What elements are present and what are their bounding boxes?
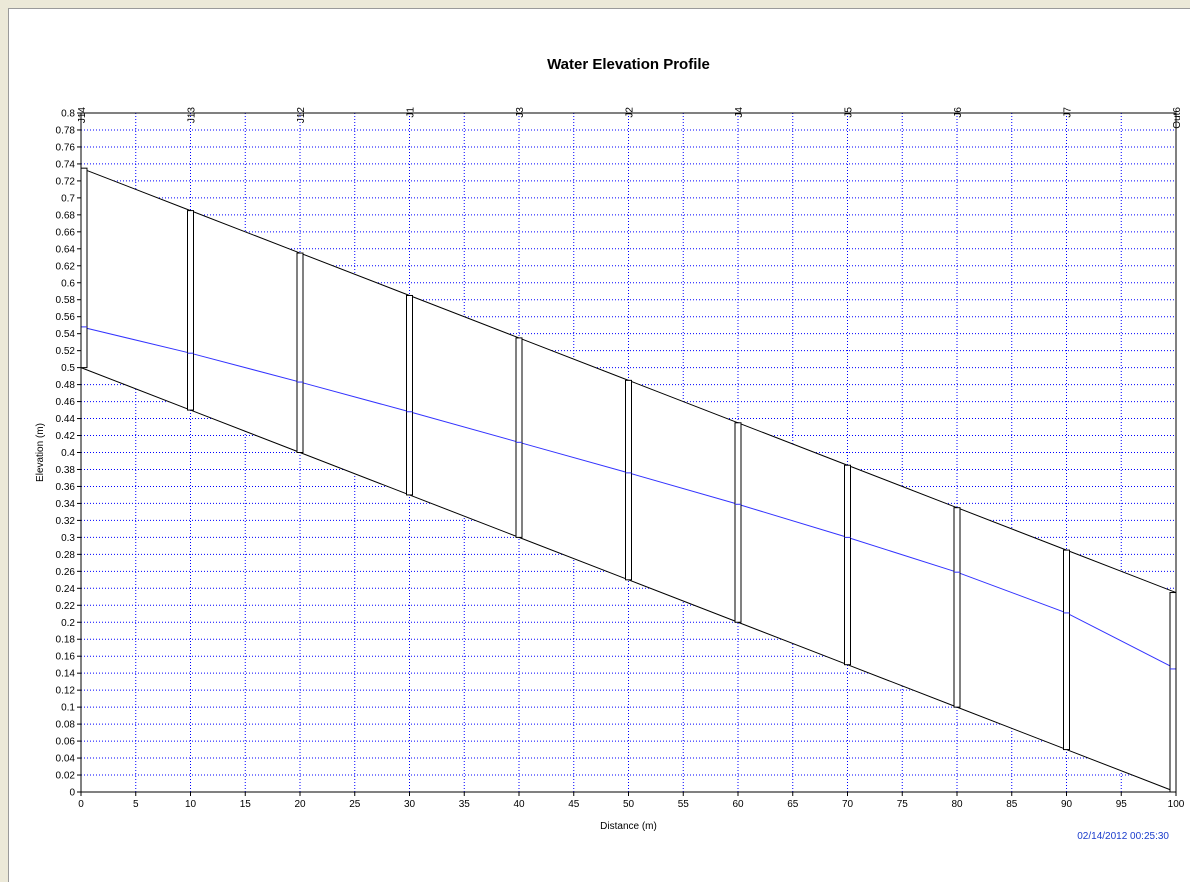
x-axis-label: Distance (m) [600, 821, 657, 832]
y-tick-label: 0.38 [56, 465, 76, 476]
nodes: J14 J13 J12 J1 J3 J2 J4 J5 J6 J7 Out6 [77, 107, 1183, 793]
node-j1 [406, 294, 413, 496]
x-tick-label: 15 [240, 799, 252, 810]
y-tick-label: 0.74 [56, 159, 76, 170]
y-tick-label: 0.5 [61, 363, 75, 374]
x-tick-label: 40 [513, 799, 525, 810]
y-tick-label: 0.58 [56, 295, 76, 306]
y-tick-label: 0.72 [56, 176, 76, 187]
y-tick-label: 0.1 [61, 703, 75, 714]
y-tick-label: 0.26 [56, 567, 76, 578]
y-axis-label: Elevation (m) [35, 423, 46, 482]
y-tick-label: 0.2 [61, 618, 75, 629]
node-j14 [80, 167, 88, 369]
node-j5 [844, 464, 851, 666]
x-tick-label: 20 [294, 799, 306, 810]
chart-title: Water Elevation Profile [547, 56, 710, 73]
node-j13 [187, 210, 194, 411]
x-tick-label: 60 [732, 799, 744, 810]
y-tick-label: 0.04 [56, 754, 76, 765]
y-tick-label: 0.6 [61, 278, 75, 289]
x-tick-label: 55 [678, 799, 690, 810]
x-tick-label: 80 [951, 799, 963, 810]
y-tick-label: 0.34 [56, 499, 76, 510]
tick-labels: 0 5 10 15 20 25 30 35 40 45 50 55 60 65 70 75 80 85 90 95 10… [56, 109, 1185, 811]
x-tick-label: 25 [349, 799, 361, 810]
node-j7 [1063, 549, 1070, 751]
node-label: J4 [734, 107, 745, 118]
y-tick-label: 0.48 [56, 380, 76, 391]
y-tick-label: 0.36 [56, 482, 76, 493]
x-tick-label: 10 [185, 799, 197, 810]
y-tick-label: 0.06 [56, 737, 76, 748]
node-label: J14 [77, 107, 88, 124]
node-label: J6 [953, 107, 964, 118]
node-j6 [953, 507, 961, 708]
y-tick-label: 0.46 [56, 397, 76, 408]
profile-chart: Water Elevation Profile J14 J13 J12 J1 J3 J2 J… [35, 56, 1185, 842]
x-tick-label: 100 [1168, 799, 1185, 810]
y-tick-label: 0.3 [61, 533, 75, 544]
y-tick-label: 0.44 [56, 414, 76, 425]
y-tick-label: 0.54 [56, 329, 76, 340]
y-tick-label: 0.16 [56, 652, 76, 663]
node-label: J3 [515, 107, 526, 118]
y-tick-label: 0.32 [56, 516, 76, 527]
node-out6 [1169, 592, 1177, 793]
y-tick-label: 0.14 [56, 669, 76, 680]
y-tick-label: 0.62 [56, 261, 76, 272]
x-tick-label: 0 [78, 799, 84, 810]
x-tick-label: 90 [1061, 799, 1073, 810]
node-label: J2 [625, 107, 636, 118]
node-label: J5 [844, 107, 855, 118]
y-tick-label: 0.68 [56, 210, 76, 221]
node-label: J13 [187, 107, 198, 124]
y-tick-label: 0.8 [61, 109, 75, 120]
x-tick-label: 65 [787, 799, 799, 810]
node-j2 [625, 379, 632, 581]
y-tick-label: 0.66 [56, 227, 76, 238]
x-tick-label: 35 [459, 799, 471, 810]
y-tick-label: 0.64 [56, 244, 76, 255]
timestamp: 02/14/2012 00:25:30 [1077, 831, 1169, 842]
x-tick-label: 95 [1116, 799, 1128, 810]
node-label: J7 [1063, 107, 1074, 118]
y-tick-label: 0.52 [56, 346, 76, 357]
y-tick-label: 0.7 [61, 193, 75, 204]
x-tick-label: 70 [842, 799, 854, 810]
y-tick-label: 0.56 [56, 312, 76, 323]
x-tick-label: 75 [897, 799, 909, 810]
node-label: J1 [406, 107, 417, 118]
y-tick-label: 0.24 [56, 584, 76, 595]
node-label: J12 [296, 107, 307, 124]
node-j12 [296, 252, 304, 453]
y-tick-label: 0.28 [56, 550, 76, 561]
x-tick-label: 5 [133, 799, 139, 810]
y-tick-label: 0.08 [56, 720, 76, 731]
chart-panel: Water Elevation Profile J14 J13 J12 J1 J3 J2 J… [8, 8, 1190, 882]
y-tick-label: 0.02 [56, 771, 76, 782]
y-tick-label: 0.22 [56, 601, 76, 612]
y-tick-label: 0.12 [56, 686, 76, 697]
y-tick-label: 0 [69, 788, 75, 799]
y-tick-label: 0.18 [56, 635, 76, 646]
node-label: Out6 [1172, 107, 1183, 129]
y-tick-label: 0.78 [56, 125, 76, 136]
y-tick-label: 0.42 [56, 431, 76, 442]
x-tick-label: 30 [404, 799, 416, 810]
y-tick-label: 0.4 [61, 448, 75, 459]
y-tick-label: 0.76 [56, 142, 76, 153]
x-tick-label: 45 [568, 799, 580, 810]
node-j4 [734, 422, 742, 623]
x-tick-label: 85 [1006, 799, 1018, 810]
node-j3 [515, 337, 523, 538]
x-tick-label: 50 [623, 799, 635, 810]
